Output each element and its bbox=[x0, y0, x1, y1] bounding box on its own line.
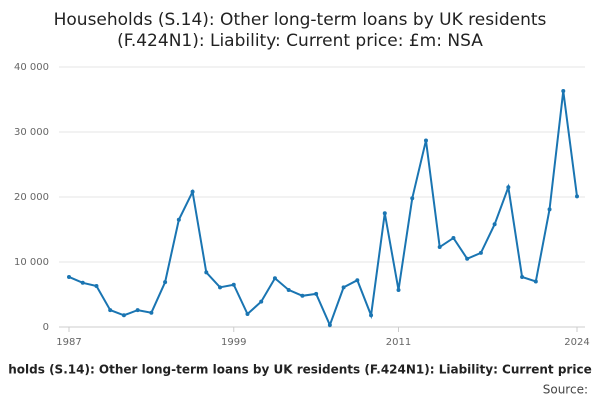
point bbox=[561, 89, 566, 94]
point bbox=[163, 280, 168, 285]
point bbox=[272, 276, 277, 281]
x-tick-label: 1999 bbox=[221, 337, 246, 348]
y-tick-label: 20 000 bbox=[14, 192, 49, 203]
chart-title: Households (S.14): Other long-term loans… bbox=[54, 10, 547, 30]
point bbox=[478, 250, 483, 255]
point bbox=[218, 285, 223, 290]
point bbox=[314, 291, 319, 296]
y-tick-label: 40 000 bbox=[14, 62, 49, 73]
point bbox=[341, 285, 346, 290]
point bbox=[327, 323, 332, 328]
y-tick-label: 0 bbox=[43, 322, 49, 333]
x-tick-label: 2024 bbox=[564, 337, 589, 348]
point bbox=[492, 222, 497, 227]
point bbox=[80, 280, 85, 285]
point bbox=[231, 282, 236, 287]
point bbox=[382, 211, 387, 216]
y-tick-label: 30 000 bbox=[14, 127, 49, 138]
point bbox=[300, 293, 305, 298]
point bbox=[259, 299, 264, 304]
point bbox=[190, 189, 195, 194]
point bbox=[108, 308, 113, 313]
point bbox=[520, 274, 525, 279]
legend-label: holds (S.14): Other long-term loans by U… bbox=[8, 363, 591, 377]
point bbox=[135, 308, 140, 313]
x-tick-label: 2011 bbox=[386, 337, 411, 348]
point bbox=[506, 185, 511, 190]
point bbox=[286, 287, 291, 292]
point bbox=[149, 310, 154, 315]
point bbox=[355, 278, 360, 283]
source: Source: bbox=[543, 383, 588, 397]
point bbox=[204, 270, 209, 275]
point bbox=[121, 313, 126, 318]
point bbox=[94, 284, 99, 289]
y-tick-label: 10 000 bbox=[14, 257, 49, 268]
point bbox=[245, 312, 250, 316]
point bbox=[176, 217, 181, 222]
point bbox=[67, 274, 71, 279]
point bbox=[451, 235, 456, 240]
point bbox=[369, 313, 374, 318]
series-line bbox=[68, 90, 578, 328]
point bbox=[437, 245, 442, 250]
point bbox=[465, 256, 470, 261]
point bbox=[410, 196, 415, 201]
point bbox=[547, 207, 552, 212]
point bbox=[423, 138, 428, 143]
point bbox=[575, 194, 579, 199]
chart-title: (F.424N1): Liability: Current price: £m:… bbox=[117, 31, 483, 51]
point bbox=[396, 287, 401, 292]
x-tick-label: 1987 bbox=[56, 337, 81, 348]
point bbox=[533, 279, 538, 284]
